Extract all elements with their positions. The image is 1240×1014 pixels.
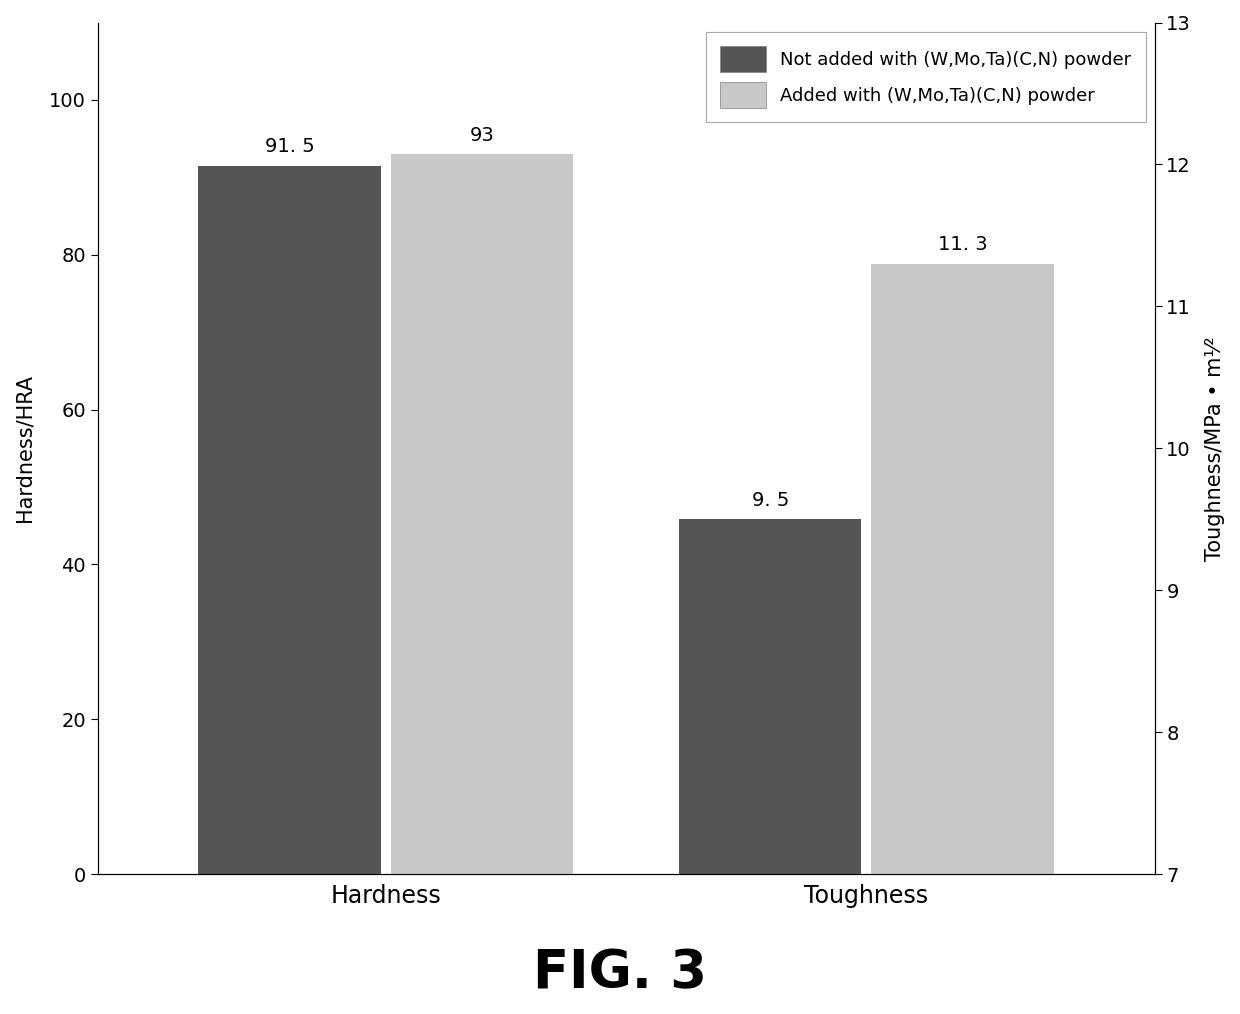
Legend: Not added with (W,Mo,Ta)(C,N) powder, Added with (W,Mo,Ta)(C,N) powder: Not added with (W,Mo,Ta)(C,N) powder, Ad… [706, 31, 1146, 123]
Bar [680, 519, 862, 874]
Bar [870, 264, 1054, 874]
Text: 9. 5: 9. 5 [751, 491, 789, 510]
Text: 91. 5: 91. 5 [265, 138, 315, 156]
Bar [391, 154, 573, 874]
Y-axis label: Toughness/MPa • m¹⁄²: Toughness/MPa • m¹⁄² [1205, 336, 1225, 561]
Text: FIG. 3: FIG. 3 [533, 947, 707, 1000]
Y-axis label: Hardness/HRA: Hardness/HRA [15, 374, 35, 522]
Bar [198, 165, 381, 874]
Text: 93: 93 [470, 126, 495, 145]
Text: 11. 3: 11. 3 [937, 235, 987, 255]
